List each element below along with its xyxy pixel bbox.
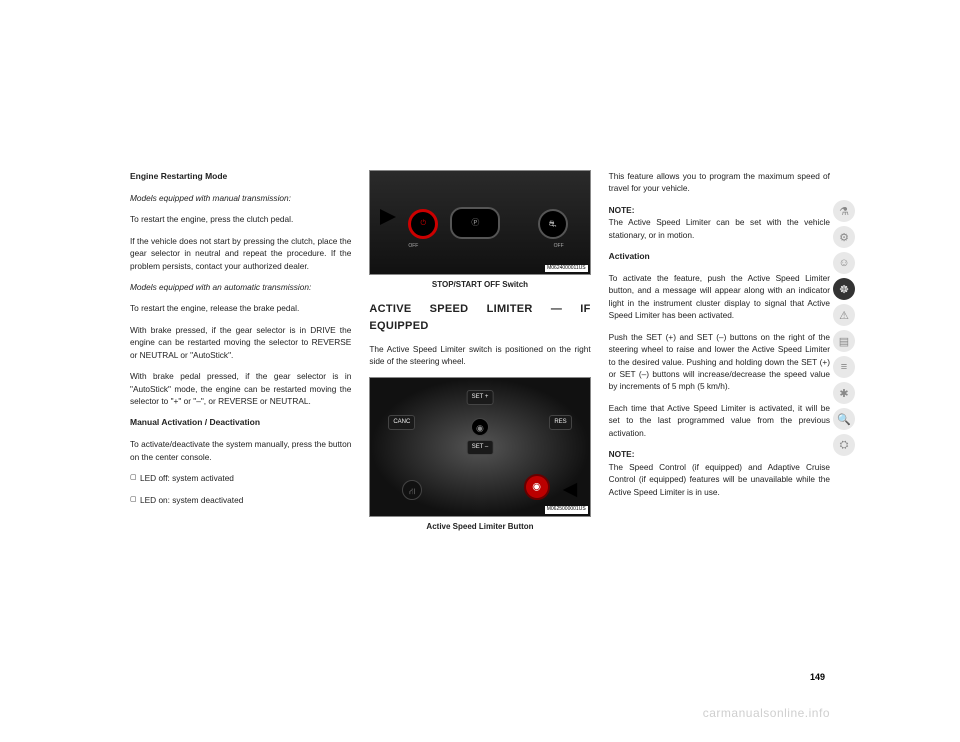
page-number: 149 — [810, 672, 825, 682]
tab-glyph-1: ⚙ — [839, 231, 849, 244]
limiter-glyph: ◉ — [532, 479, 541, 494]
tab-icon-6[interactable]: ≡ — [833, 356, 855, 378]
tab-icon-2[interactable]: ☺ — [833, 252, 855, 274]
speed-limiter-red-button-icon: ◉ — [524, 474, 550, 500]
manual-page: Engine Restarting Mode Models equipped w… — [130, 170, 830, 700]
note-2: NOTE: The Speed Control (if equipped) and… — [609, 448, 830, 498]
watermark-text: carmanualsonline.info — [703, 706, 830, 720]
note-1: NOTE: The Active Speed Limiter can be set… — [609, 204, 830, 241]
tab-icon-3-active[interactable]: ☸ — [833, 278, 855, 300]
heading-manual-activation: Manual Activation / Deactivation — [130, 416, 351, 429]
tab-glyph-3: ☸ — [839, 283, 849, 296]
note-2-body: The Speed Control (if equipped) and Adap… — [609, 462, 830, 497]
activate-deactivate-text: To activate/deactivate the system manual… — [130, 438, 351, 463]
stop-start-button-icon: ⏻ — [408, 209, 438, 239]
led-on-bullet: LED on: system deactivated — [130, 494, 351, 506]
tab-icon-9[interactable]: ⛭ — [833, 434, 855, 456]
tab-glyph-2: ☺ — [838, 257, 849, 269]
led-off-bullet: LED off: system activated — [130, 472, 351, 484]
power-glyph: ⏻ — [421, 219, 427, 230]
models-auto-text: Models equipped with an automatic transm… — [130, 281, 351, 293]
note-1-heading: NOTE: — [609, 205, 635, 215]
parking-p-glyph: Ⓟ — [471, 217, 479, 229]
image-code-1: M0624000011US — [545, 265, 588, 273]
heading-activation: Activation — [609, 250, 830, 263]
parking-brake-icon: Ⓟ — [450, 207, 500, 239]
image-code-2: M0625000001US — [545, 506, 588, 514]
tab-glyph-8: 🔍 — [837, 413, 851, 426]
tab-glyph-9: ⛭ — [840, 439, 849, 452]
arrow-icon — [380, 209, 396, 225]
tab-icon-7[interactable]: ✱ — [833, 382, 855, 404]
tab-glyph-4: ⚠ — [839, 309, 849, 322]
tab-glyph-5: ▤ — [839, 335, 849, 348]
tab-icon-0[interactable]: ⚗ — [833, 200, 855, 222]
activate-push-text: To activate the feature, push the Active… — [609, 272, 830, 322]
note-2-heading: NOTE: — [609, 449, 635, 459]
column-2: ⏻ OFF Ⓟ ⛐ OFF M0624000011US STOP/START O… — [369, 170, 590, 700]
drive-restart-text: With brake pressed, if the gear selector… — [130, 324, 351, 361]
tab-glyph-7: ✱ — [839, 387, 848, 400]
last-programmed-text: Each time that Active Speed Limiter is a… — [609, 402, 830, 439]
lane-icon: ⛙ — [402, 480, 422, 500]
models-manual-text: Models equipped with manual transmission… — [130, 192, 351, 204]
set-buttons-text: Push the SET (+) and SET (–) buttons on … — [609, 331, 830, 393]
res-icon: RES — [549, 415, 571, 430]
tab-glyph-6: ≡ — [841, 361, 847, 373]
release-brake-text: To restart the engine, release the brake… — [130, 302, 351, 314]
off-label-left: OFF — [408, 243, 418, 251]
speed-limiter-button-image: SET + SET – CANC RES ◉ ⛙ ◉ M0625000001US — [369, 377, 590, 517]
set-minus-icon: SET – — [467, 440, 494, 455]
esc-glyph: ⛐ — [549, 217, 557, 231]
tab-icon-5[interactable]: ▤ — [833, 330, 855, 352]
esc-off-button-icon: ⛐ — [538, 209, 568, 239]
note-1-body: The Active Speed Limiter can be set with… — [609, 217, 830, 239]
off-label-right: OFF — [554, 243, 564, 251]
canc-icon: CANC — [388, 415, 415, 430]
caption-stop-start: STOP/START OFF Switch — [369, 279, 590, 291]
arrow-icon-2 — [562, 483, 576, 497]
column-1: Engine Restarting Mode Models equipped w… — [130, 170, 351, 700]
tab-icon-4[interactable]: ⚠ — [833, 304, 855, 326]
heading-active-speed-limiter: ACTIVE SPEED LIMITER — IF EQUIPPED — [369, 301, 590, 334]
tab-icon-1[interactable]: ⚙ — [833, 226, 855, 248]
speed-limiter-position-text: The Active Speed Limiter switch is posit… — [369, 343, 590, 368]
restart-clutch-text: To restart the engine, press the clutch … — [130, 213, 351, 225]
caption-speed-limiter: Active Speed Limiter Button — [369, 521, 590, 533]
column-3: This feature allows you to program the m… — [609, 170, 830, 700]
autostick-restart-text: With brake pedal pressed, if the gear se… — [130, 370, 351, 407]
section-tabs-sidebar: ⚗ ⚙ ☺ ☸ ⚠ ▤ ≡ ✱ 🔍 ⛭ — [833, 200, 855, 456]
tab-icon-8[interactable]: 🔍 — [833, 408, 855, 430]
set-plus-icon: SET + — [467, 390, 494, 405]
cruise-icon: ◉ — [471, 418, 489, 436]
stop-start-switch-image: ⏻ OFF Ⓟ ⛐ OFF M0624000011US — [369, 170, 590, 275]
steering-wheel-icon: SET + SET – CANC RES ◉ ⛙ ◉ — [370, 378, 589, 516]
heading-engine-restarting: Engine Restarting Mode — [130, 170, 351, 183]
feature-program-text: This feature allows you to program the m… — [609, 170, 830, 195]
vehicle-no-start-text: If the vehicle does not start by pressin… — [130, 235, 351, 272]
tab-glyph-0: ⚗ — [839, 205, 849, 218]
